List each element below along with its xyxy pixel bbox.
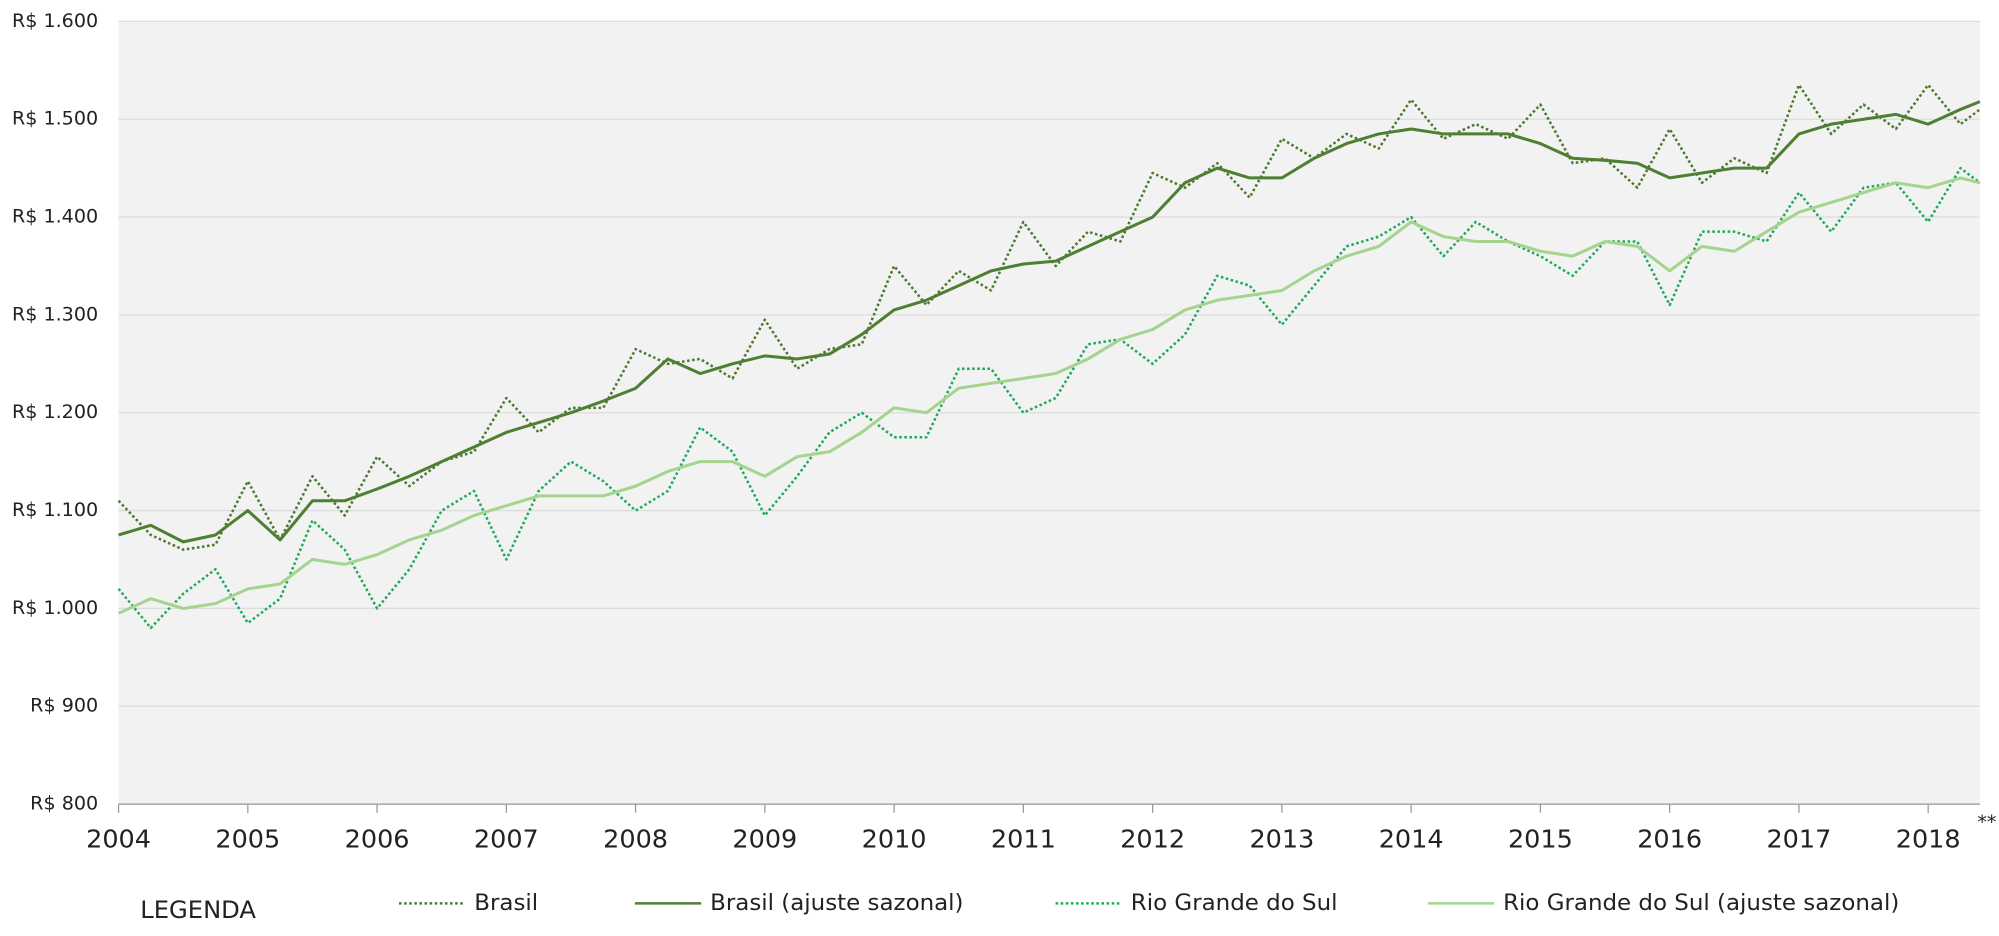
y-tick-label: R$ 1.200: [12, 401, 98, 423]
legend-label: Brasil (ajuste sazonal): [710, 890, 963, 916]
series-line: [117, 166, 1981, 630]
x-tick-label: 2007: [474, 825, 539, 854]
x-tick-label: 2012: [1120, 825, 1185, 854]
y-tick-label: R$ 1.400: [12, 206, 98, 228]
x-tick-label: 2018: [1896, 825, 1961, 854]
x-tick-label: 2004: [86, 825, 151, 854]
series-line: [118, 100, 1981, 544]
x-tick-label: 2008: [603, 825, 668, 854]
legend-title: LEGENDA: [140, 896, 256, 924]
legend-label: Rio Grande do Sul: [1131, 890, 1338, 916]
y-tick-label: R$ 1.300: [12, 303, 98, 325]
annotation: **: [1977, 812, 1996, 834]
x-tick-label: 2017: [1766, 825, 1831, 854]
x-tick-label: 2013: [1249, 825, 1314, 854]
series-line: [117, 176, 1981, 615]
x-tick-label: 2011: [991, 825, 1056, 854]
x-tick-label: 2005: [215, 825, 280, 854]
legend-label: Brasil: [474, 890, 538, 916]
x-tick-label: 2009: [732, 825, 797, 854]
series-line: [117, 83, 1981, 551]
y-tick-label: R$ 800: [30, 793, 98, 815]
legend-label: Rio Grande do Sul (ajuste sazonal): [1503, 890, 1899, 916]
x-tick-label: 2014: [1379, 825, 1444, 854]
y-tick-label: R$ 1.100: [12, 499, 98, 521]
x-tick-label: 2006: [345, 825, 410, 854]
x-tick-label: 2016: [1637, 825, 1702, 854]
x-tick-label: 2010: [862, 825, 927, 854]
y-tick-label: R$ 900: [30, 695, 98, 717]
y-tick-label: R$ 1.600: [12, 10, 98, 32]
y-tick-label: R$ 1.000: [12, 597, 98, 619]
y-tick-label: R$ 1.500: [12, 108, 98, 130]
x-tick-label: 2015: [1508, 825, 1573, 854]
